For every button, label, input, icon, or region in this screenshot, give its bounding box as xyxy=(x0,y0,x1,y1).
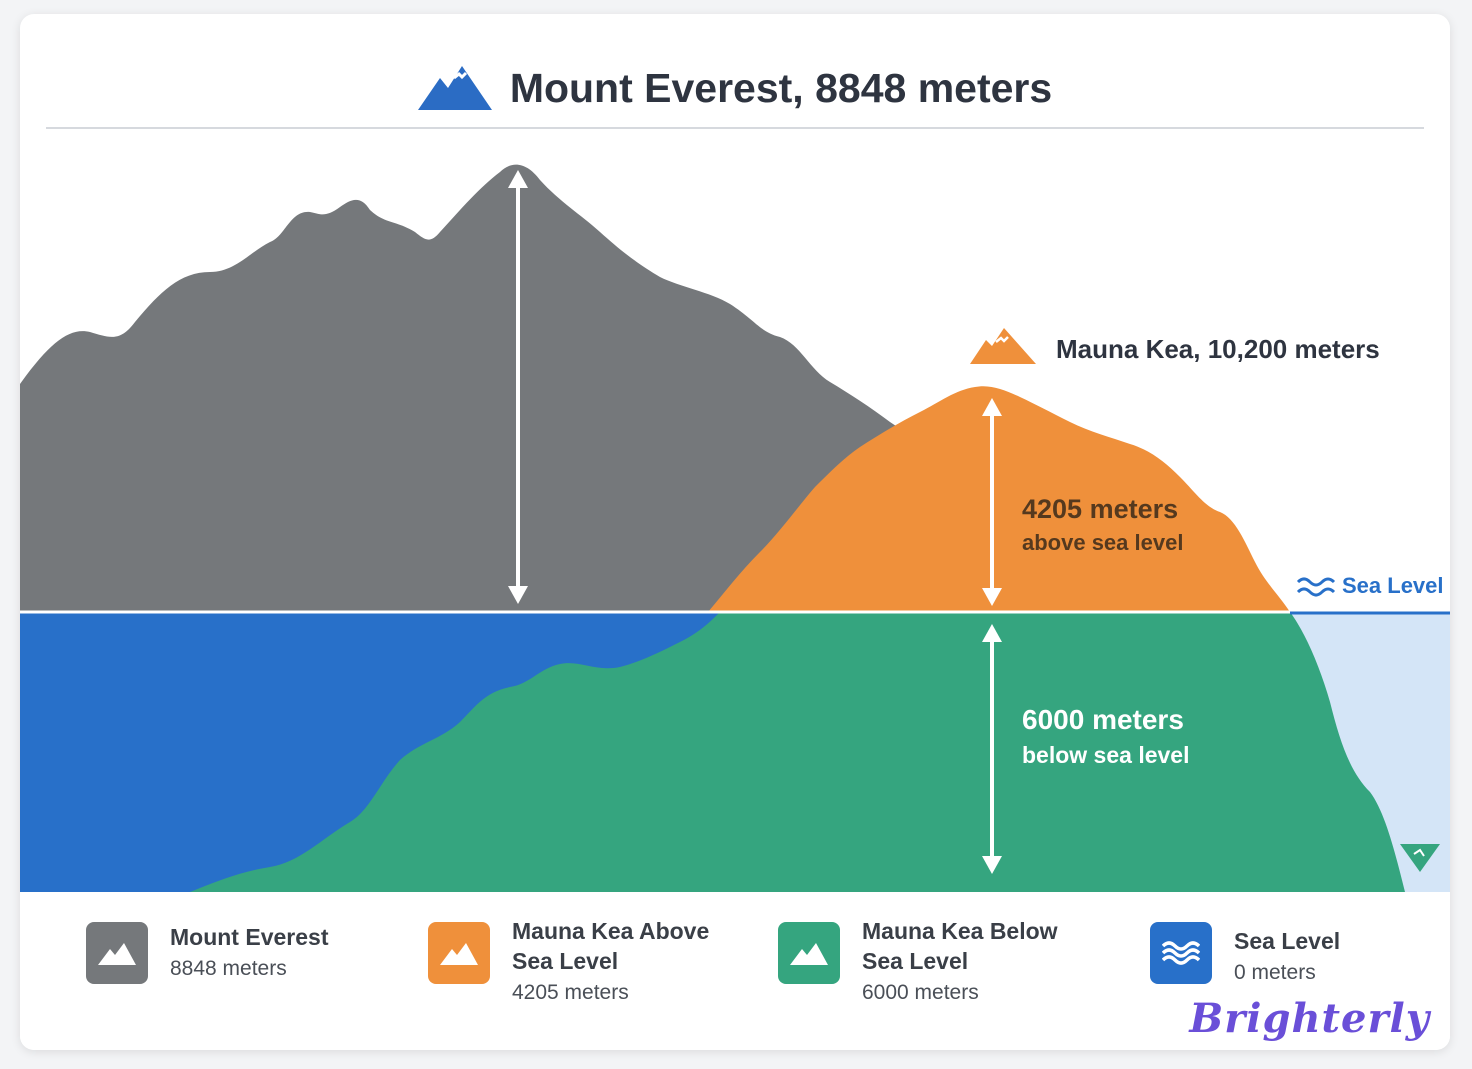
legend-swatch-mauna-kea-below xyxy=(778,922,840,984)
legend-name: Mount Everest xyxy=(170,924,329,950)
everest-height-arrow xyxy=(508,170,528,604)
mauna-kea-title: Mauna Kea, 10,200 meters xyxy=(1056,334,1380,364)
mauna-kea-below-arrow xyxy=(982,624,1002,874)
legend-swatch-sea-level xyxy=(1150,922,1212,984)
legend-value: 0 meters xyxy=(1234,961,1316,984)
legend-swatch-everest xyxy=(86,922,148,984)
page-title: Mount Everest, 8848 meters xyxy=(509,64,1053,111)
diagram-canvas: Mauna Kea, 10,200 meters 4205 meters abo… xyxy=(20,164,1450,892)
legend-name: Sea Level xyxy=(1234,928,1341,954)
brand-logo: Brighterly xyxy=(1189,995,1430,1042)
legend-value: 4205 meters xyxy=(512,981,629,1004)
title-divider xyxy=(46,127,1424,129)
legend-item-mauna-kea-above: Mauna Kea Above Sea Level 4205 meters xyxy=(428,918,712,1008)
legend-value: 8848 meters xyxy=(170,957,287,980)
legend-item-mauna-kea-below: Mauna Kea Below Sea Level 6000 meters xyxy=(778,918,1062,1008)
mountain-icon xyxy=(417,66,492,110)
mountain-icon xyxy=(98,943,136,965)
mauna-kea-mountain-icon xyxy=(970,328,1036,364)
mauna-kea-above-arrow xyxy=(982,398,1002,606)
below-caption: below sea level xyxy=(1022,742,1189,768)
depth-marker-icon xyxy=(1400,844,1440,872)
waves-icon xyxy=(1296,577,1336,597)
sea-level-label: Sea Level xyxy=(1342,573,1444,598)
above-value: 4205 meters xyxy=(1022,494,1178,524)
mountain-icon xyxy=(440,943,478,965)
legend-swatch-mauna-kea-above xyxy=(428,922,490,984)
legend-name: Mauna Kea Below Sea Level xyxy=(862,918,1058,974)
mountain-diagram: Mauna Kea, 10,200 meters 4205 meters abo… xyxy=(20,132,1450,892)
mauna-kea-above-shape xyxy=(708,386,1290,612)
below-value: 6000 meters xyxy=(1022,704,1184,735)
legend: Mount Everest 8848 meters Mauna Kea Abov… xyxy=(20,892,1450,1050)
infographic-card: Mount Everest, 8848 meters xyxy=(20,14,1450,1050)
above-caption: above sea level xyxy=(1022,530,1183,555)
legend-name: Mauna Kea Above Sea Level xyxy=(512,918,710,974)
title-row: Mount Everest, 8848 meters xyxy=(20,58,1450,118)
legend-item-sea-level: Sea Level 0 meters xyxy=(1150,922,1434,988)
mauna-kea-below-shape xyxy=(190,612,1405,892)
mountain-icon xyxy=(790,943,828,965)
everest-shape xyxy=(20,164,920,612)
waves-icon xyxy=(1162,941,1200,965)
legend-item-everest: Mount Everest 8848 meters xyxy=(86,922,370,984)
legend-value: 6000 meters xyxy=(862,981,979,1004)
